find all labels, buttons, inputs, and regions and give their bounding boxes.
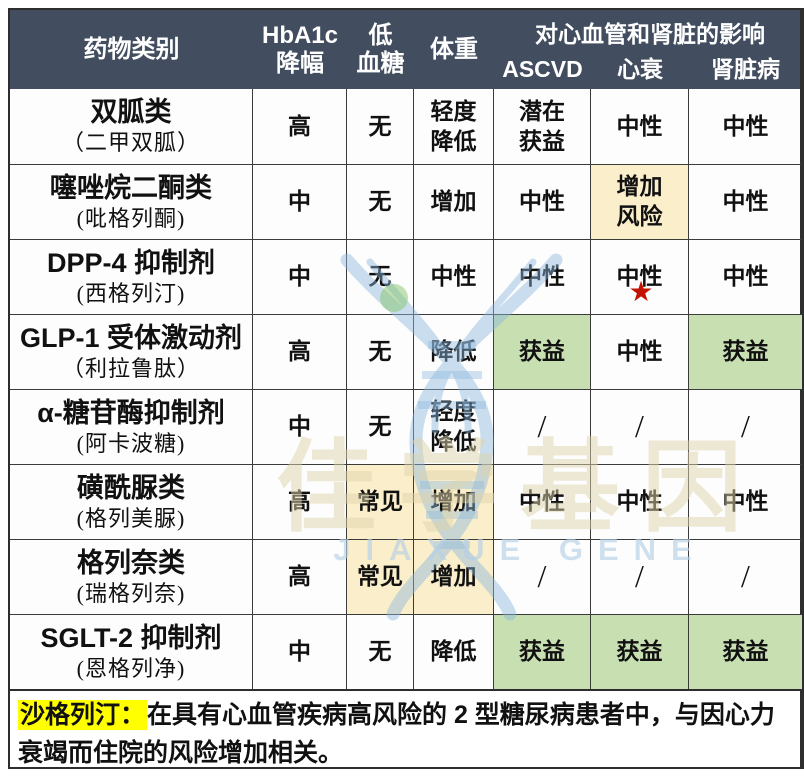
drug-name: α-糖苷酶抑制剂 bbox=[37, 397, 225, 428]
cell-hypoglycemia: 无 bbox=[347, 239, 414, 314]
cell-hypoglycemia: 无 bbox=[347, 314, 414, 389]
cell-heart-failure: 中性 ★ bbox=[591, 239, 689, 314]
header-hba1c-reduction: HbA1c 降幅 bbox=[261, 21, 339, 77]
cell-hypoglycemia: 无 bbox=[347, 614, 414, 689]
cell-ascvd: 获益 bbox=[494, 314, 591, 389]
cell-weight: 降低 bbox=[414, 314, 494, 389]
cell-ascvd: / bbox=[494, 539, 591, 614]
cell-kidney-disease: 中性 bbox=[689, 164, 802, 239]
cell-heart-failure: 中性 bbox=[591, 464, 689, 539]
table-row-drug-cell: 双胍类 （二甲双胍） bbox=[10, 89, 253, 164]
cell-weight: 降低 bbox=[414, 614, 494, 689]
cell-weight: 轻度 降低 bbox=[414, 89, 494, 164]
header-cv-kidney-title: 对心血管和肾脏的影响 bbox=[535, 20, 765, 47]
header-kidney-disease: 肾脏病 bbox=[711, 56, 780, 83]
drug-generic-name: (阿卡波糖) bbox=[76, 430, 186, 456]
footnote-text: 在具有心血管疾病高风险的 2 型糖尿病患者中，与因心力衰竭而住院的风险增加相关。 bbox=[18, 701, 775, 767]
drug-name: 双胍类 bbox=[90, 97, 172, 128]
table-row-drug-cell: DPP-4 抑制剂 (西格列汀) bbox=[10, 239, 253, 314]
drug-name: SGLT-2 抑制剂 bbox=[40, 622, 222, 653]
table-row-drug-cell: α-糖苷酶抑制剂 (阿卡波糖) bbox=[10, 389, 253, 464]
footnote-highlight: 沙格列汀： bbox=[18, 700, 148, 730]
cell-ascvd: / bbox=[494, 389, 591, 464]
header-hypoglycemia: 低 血糖 bbox=[356, 21, 405, 77]
cell-kidney-disease: / bbox=[689, 539, 802, 614]
cell-weight: 增加 bbox=[414, 539, 494, 614]
cell-heart-failure: 增加 风险 bbox=[591, 164, 689, 239]
drug-name: GLP-1 受体激动剂 bbox=[19, 322, 242, 353]
cell-weight: 增加 bbox=[414, 164, 494, 239]
cell-hba1c: 高 bbox=[253, 464, 347, 539]
header-heart-failure: 心衰 bbox=[617, 56, 663, 83]
drug-name: 噻唑烷二酮类 bbox=[50, 172, 212, 203]
cell-weight: 中性 bbox=[414, 239, 494, 314]
cell-kidney-disease: 获益 bbox=[689, 614, 802, 689]
cell-hypoglycemia: 常见 bbox=[347, 464, 414, 539]
cell-ascvd: 潜在 获益 bbox=[494, 89, 591, 164]
table-row-drug-cell: 磺酰脲类 (格列美脲) bbox=[10, 464, 253, 539]
header-cv-kidney-group: 对心血管和肾脏的影响 ASCVD 心衰 肾脏病 bbox=[494, 10, 804, 89]
footnote: 沙格列汀：在具有心血管疾病高风险的 2 型糖尿病患者中，与因心力衰竭而住院的风险… bbox=[8, 689, 804, 769]
cell-heart-failure: / bbox=[591, 539, 689, 614]
drug-name: DPP-4 抑制剂 bbox=[46, 247, 216, 278]
drug-generic-name: (吡格列酮) bbox=[76, 205, 186, 231]
cell-hba1c: 高 bbox=[253, 89, 347, 164]
cell-ascvd: 获益 bbox=[494, 614, 591, 689]
cell-hba1c: 高 bbox=[253, 539, 347, 614]
drug-name: 磺酰脲类 bbox=[77, 472, 185, 503]
cell-hypoglycemia: 无 bbox=[347, 89, 414, 164]
cell-ascvd: 中性 bbox=[494, 464, 591, 539]
table-header-row: 药物类别 HbA1c 降幅 低 血糖 体重 对心血管和肾脏的影响 ASCVD 心… bbox=[8, 8, 804, 89]
cell-heart-failure: 中性 bbox=[591, 314, 689, 389]
cell-hypoglycemia: 常见 bbox=[347, 539, 414, 614]
drug-generic-name: (瑞格列奈) bbox=[76, 580, 186, 606]
table-row-drug-cell: 噻唑烷二酮类 (吡格列酮) bbox=[10, 164, 253, 239]
cell-hba1c: 中 bbox=[253, 239, 347, 314]
cell-weight: 轻度 降低 bbox=[414, 389, 494, 464]
cell-hba1c: 高 bbox=[253, 314, 347, 389]
table-row-drug-cell: 格列奈类 (瑞格列奈) bbox=[10, 539, 253, 614]
table-body: 双胍类 （二甲双胍） 高 无 轻度 降低 潜在 获益 中性 中性 噻唑烷二酮类 … bbox=[8, 89, 804, 689]
cell-hypoglycemia: 无 bbox=[347, 164, 414, 239]
cell-hba1c: 中 bbox=[253, 164, 347, 239]
cell-heart-failure: 中性 bbox=[591, 89, 689, 164]
drug-generic-name: （利拉鲁肽） bbox=[61, 355, 200, 381]
table-row-drug-cell: SGLT-2 抑制剂 (恩格列净) bbox=[10, 614, 253, 689]
drug-generic-name: （二甲双胍） bbox=[61, 130, 200, 156]
cell-hba1c: 中 bbox=[253, 614, 347, 689]
drug-name: 格列奈类 bbox=[77, 547, 185, 578]
cell-heart-failure: 获益 bbox=[591, 614, 689, 689]
cell-kidney-disease: 获益 bbox=[689, 314, 802, 389]
header-drug-category: 药物类别 bbox=[83, 35, 180, 63]
cell-kidney-disease: 中性 bbox=[689, 239, 802, 314]
cell-heart-failure: / bbox=[591, 389, 689, 464]
cell-ascvd: 中性 bbox=[494, 164, 591, 239]
cell-hypoglycemia: 无 bbox=[347, 389, 414, 464]
drug-comparison-table: 药物类别 HbA1c 降幅 低 血糖 体重 对心血管和肾脏的影响 ASCVD 心… bbox=[8, 8, 804, 769]
drug-generic-name: (恩格列净) bbox=[76, 655, 186, 681]
drug-generic-name: (西格列汀) bbox=[76, 280, 186, 306]
cell-ascvd: 中性 bbox=[494, 239, 591, 314]
cell-weight: 增加 bbox=[414, 464, 494, 539]
cell-kidney-disease: 中性 bbox=[722, 112, 769, 139]
drug-generic-name: (格列美脲) bbox=[76, 505, 186, 531]
cell-hba1c: 中 bbox=[253, 389, 347, 464]
cell-kidney-disease: 中性 bbox=[689, 464, 802, 539]
header-ascvd: ASCVD bbox=[502, 56, 583, 83]
table-row-drug-cell: GLP-1 受体激动剂 （利拉鲁肽） bbox=[10, 314, 253, 389]
cell-kidney-disease: / bbox=[689, 389, 802, 464]
header-weight: 体重 bbox=[430, 35, 478, 63]
